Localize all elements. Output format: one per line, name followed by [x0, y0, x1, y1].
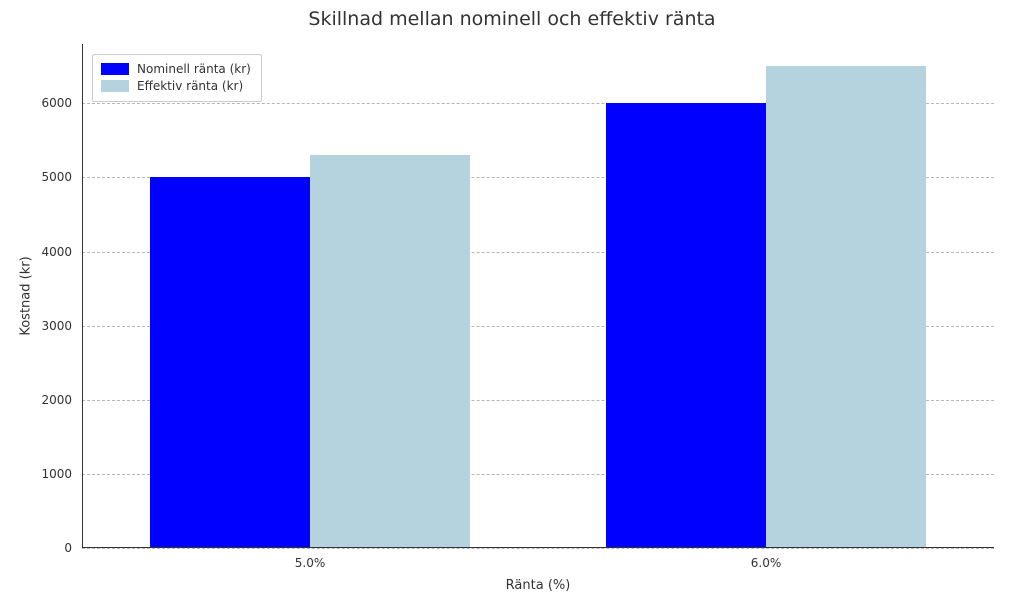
- legend-label: Nominell ränta (kr): [137, 61, 251, 78]
- y-tick-label: 5000: [41, 170, 72, 184]
- x-tick-label: 6.0%: [751, 556, 782, 570]
- bar: [766, 66, 926, 548]
- legend-item: Effektiv ränta (kr): [101, 78, 251, 95]
- legend: Nominell ränta (kr)Effektiv ränta (kr): [92, 54, 262, 102]
- legend-swatch: [101, 63, 129, 75]
- bar: [606, 103, 766, 548]
- y-axis-label: Kostnad (kr): [19, 256, 34, 335]
- legend-label: Effektiv ränta (kr): [137, 78, 243, 95]
- y-tick-label: 3000: [41, 319, 72, 333]
- y-tick-label: 4000: [41, 245, 72, 259]
- gridline: [82, 548, 994, 549]
- y-tick-label: 6000: [41, 96, 72, 110]
- bar: [310, 155, 470, 548]
- legend-item: Nominell ränta (kr): [101, 61, 251, 78]
- axis-spine-bottom: [82, 547, 994, 548]
- x-axis-label: Ränta (%): [506, 578, 571, 593]
- y-tick-label: 1000: [41, 467, 72, 481]
- x-tick-label: 5.0%: [295, 556, 326, 570]
- legend-swatch: [101, 80, 129, 92]
- y-tick-label: 2000: [41, 393, 72, 407]
- axis-spine-left: [82, 44, 83, 548]
- chart-title: Skillnad mellan nominell och effektiv rä…: [0, 8, 1024, 30]
- y-tick-label: 0: [64, 541, 72, 555]
- bar: [150, 177, 310, 548]
- plot-area: [82, 44, 994, 548]
- chart-container: Skillnad mellan nominell och effektiv rä…: [0, 0, 1024, 614]
